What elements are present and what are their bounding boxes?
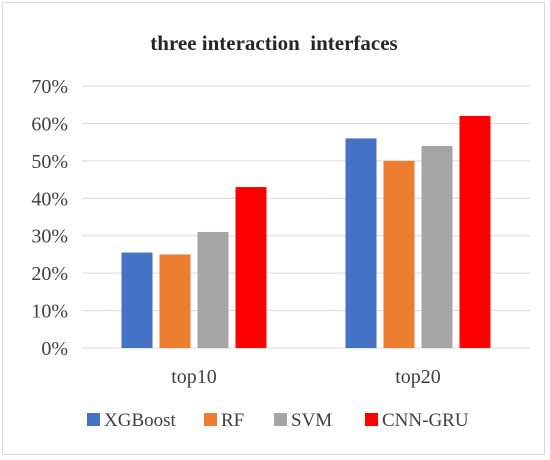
gridlines	[82, 85, 530, 349]
bar-rf-top10	[159, 254, 191, 348]
y-tick-label: 10%	[31, 301, 68, 323]
legend-swatch-xgboost	[87, 413, 100, 426]
chart-title: three interaction interfaces	[150, 31, 397, 55]
y-axis-ticks: 0% 10% 20% 30% 40% 50% 60% 70%	[31, 76, 68, 360]
y-tick-label: 0%	[41, 338, 68, 360]
legend: XGBoost RF SVM CNN-GRU	[87, 410, 469, 431]
y-tick-label: 50%	[31, 151, 68, 173]
legend-swatch-rf	[204, 413, 217, 426]
y-tick-label: 20%	[31, 263, 68, 285]
bars	[121, 115, 491, 348]
bar-cnn-gru-top10	[235, 187, 267, 348]
y-tick-label: 40%	[31, 188, 68, 210]
y-tick-label: 70%	[31, 76, 68, 98]
x-axis-ticks: top10 top20	[171, 366, 441, 388]
legend-label-xgboost: XGBoost	[104, 410, 177, 431]
bar-xgboost-top10	[121, 252, 153, 348]
x-tick-label: top20	[395, 366, 441, 388]
legend-label-svm: SVM	[291, 410, 332, 431]
bar-svm-top10	[197, 231, 229, 348]
bar-xgboost-top20	[345, 138, 377, 348]
chart-frame	[2, 2, 545, 455]
legend-label-cnn-gru: CNN-GRU	[382, 410, 469, 431]
bar-rf-top20	[383, 160, 415, 348]
x-tick-label: top10	[171, 366, 217, 388]
legend-swatch-cnn-gru	[365, 413, 378, 426]
legend-swatch-svm	[274, 413, 287, 426]
y-tick-label: 60%	[31, 113, 68, 135]
legend-label-rf: RF	[221, 410, 244, 431]
bar-svm-top20	[421, 145, 453, 348]
y-tick-label: 30%	[31, 226, 68, 248]
bar-cnn-gru-top20	[459, 115, 491, 348]
